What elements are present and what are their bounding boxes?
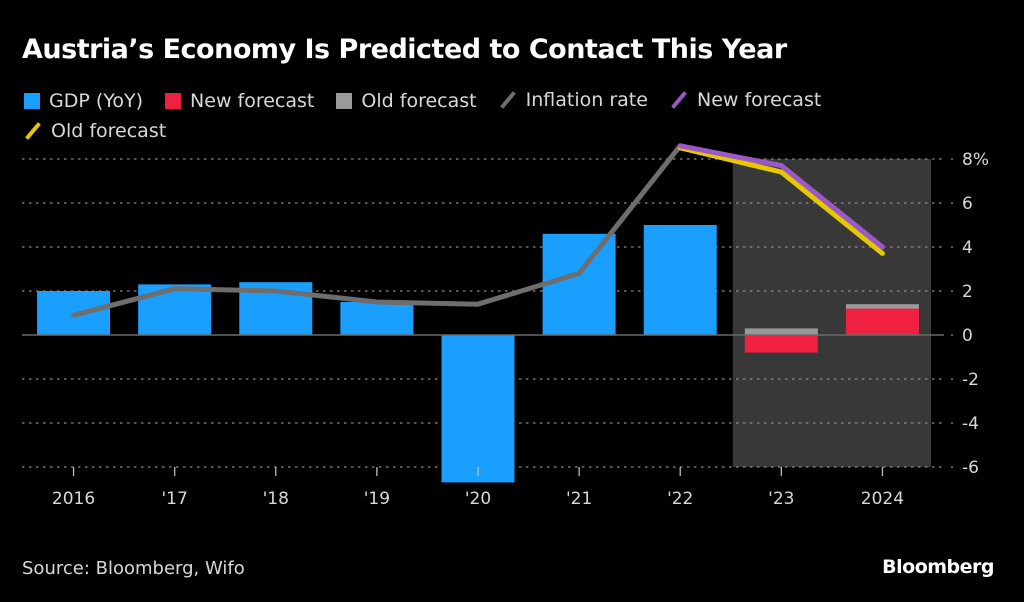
- legend-item-inflation: Inflation rate: [499, 86, 648, 114]
- x-tick-label: 2016: [52, 489, 95, 509]
- line-new-forecast-inflation: [677, 143, 885, 250]
- y-tick-label: -6: [962, 458, 979, 478]
- y-tick-label: -4: [962, 414, 979, 434]
- y-tick-label: 4: [962, 238, 973, 258]
- legend-item-gdp: GDP (YoY): [24, 87, 143, 115]
- y-tick-label: 2: [962, 282, 973, 302]
- new-forecast-swatch-icon: [165, 93, 182, 109]
- bar-gdp-yoy: [441, 335, 515, 483]
- legend-label: New forecast: [190, 90, 315, 112]
- bar-old-forecast-gdp: [744, 328, 818, 335]
- legend-label: Old forecast: [51, 120, 167, 142]
- legend-item-new-forecast-bar: New forecast: [165, 87, 314, 115]
- bar-gdp-yoy: [340, 302, 414, 335]
- y-tick-label: -2: [962, 370, 979, 390]
- legend-label: Inflation rate: [525, 89, 648, 111]
- chart-title: Austria’s Economy Is Predicted to Contac…: [22, 34, 787, 65]
- x-tick-label: '22: [667, 489, 693, 509]
- source-note: Source: Bloomberg, Wifo: [22, 558, 245, 579]
- legend: GDP (YoY) New forecast Old forecast Infl…: [24, 86, 924, 148]
- bar-gdp-yoy: [542, 233, 616, 335]
- x-tick-label: 2024: [861, 489, 904, 509]
- y-tick-label: 0: [962, 326, 973, 346]
- old-forecast-swatch-icon: [336, 93, 353, 109]
- bloomberg-logo: Bloomberg: [882, 556, 994, 578]
- legend-label: GDP (YoY): [49, 90, 143, 112]
- legend-label: New forecast: [696, 89, 822, 111]
- legend-item-new-forecast-line: New forecast: [670, 86, 821, 114]
- x-tick-label: '19: [364, 489, 390, 509]
- y-tick-label: 6: [962, 194, 973, 214]
- legend-label: Old forecast: [361, 90, 477, 112]
- bar-gdp-yoy: [138, 284, 212, 335]
- gdp-swatch-icon: [24, 93, 40, 109]
- bar-new-forecast-gdp: [744, 335, 818, 353]
- bar-gdp-yoy: [643, 225, 717, 335]
- x-tick-label: '20: [465, 489, 491, 509]
- legend-item-old-forecast-line: Old forecast: [24, 117, 166, 145]
- x-tick-label: '17: [162, 489, 188, 509]
- bar-new-forecast-gdp: [845, 308, 919, 335]
- line-inflation-rate: [71, 143, 683, 318]
- x-tick-label: '21: [566, 489, 592, 509]
- y-tick-label: 8%: [962, 150, 989, 170]
- x-tick-label: '18: [263, 489, 289, 509]
- x-tick-label: '23: [768, 489, 794, 509]
- legend-item-old-forecast-bar: Old forecast: [336, 87, 477, 115]
- line-old-forecast-inflation: [677, 145, 885, 256]
